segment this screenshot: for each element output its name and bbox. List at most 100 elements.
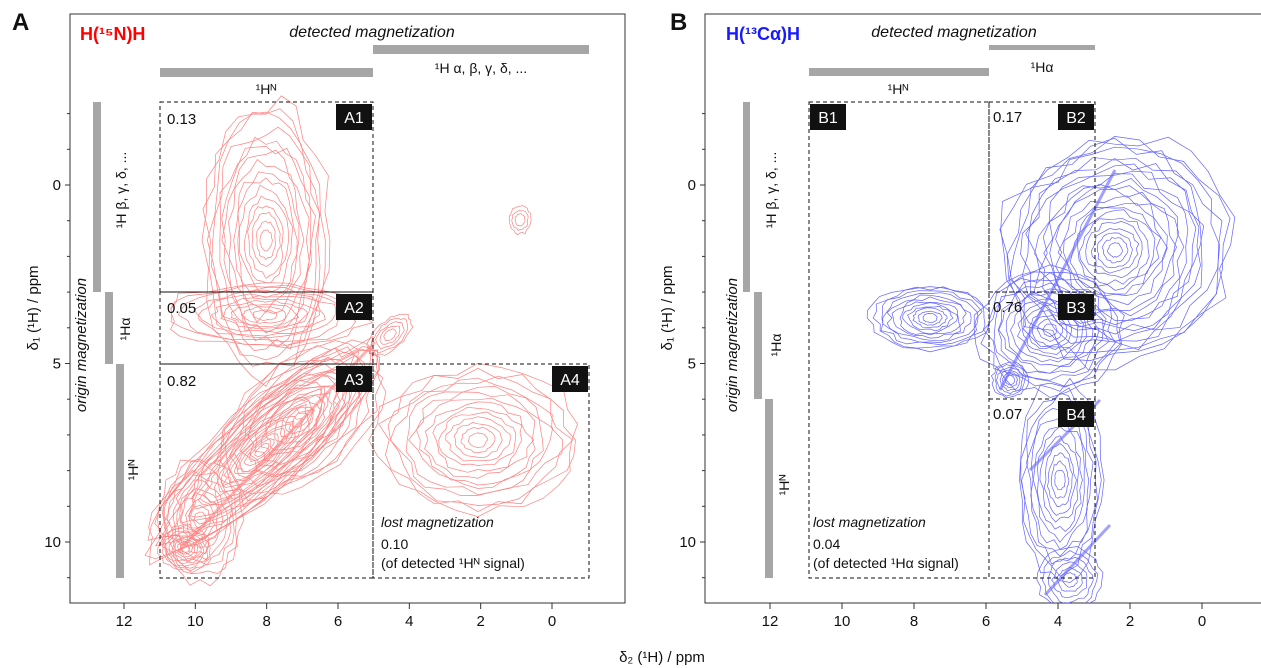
contour-line — [880, 290, 983, 346]
contour-line — [230, 303, 300, 327]
contour-line — [170, 284, 363, 346]
contour-line — [198, 293, 326, 337]
contour-line — [285, 406, 315, 435]
panel-b-box-b4 — [988, 398, 1096, 579]
contour-line — [180, 492, 218, 549]
contour-line — [247, 373, 352, 471]
contour-line — [259, 229, 273, 252]
x-tick-label: 2 — [1126, 613, 1134, 630]
contour-line — [233, 423, 292, 474]
panel-a-detect-band-hn — [160, 68, 373, 77]
panel-a-box-a4 — [372, 363, 590, 579]
contour-line — [229, 351, 371, 487]
panel-a-plot-frame — [69, 13, 626, 604]
contour-line — [291, 412, 309, 428]
x-tick-label: 0 — [548, 613, 556, 630]
panel-b-origin-band-ha-label: ¹Hα — [768, 334, 784, 357]
x-tick-label: 12 — [762, 613, 779, 630]
y-tick-label: 0 — [688, 177, 696, 194]
panel-a-lost-label: lost magnetization — [381, 514, 494, 530]
contour-line — [432, 406, 523, 473]
contour-line — [1076, 209, 1156, 291]
contour-line — [214, 339, 384, 501]
contour-line — [378, 367, 576, 512]
panel-a: A H(¹⁵N)H detected magnetization origin … — [12, 9, 626, 630]
contour-line — [508, 205, 532, 236]
panel-b-label-b2: B2 — [1066, 110, 1086, 127]
diagonal-ridge — [1043, 523, 1112, 597]
contour-line — [201, 95, 331, 387]
x-tick-label: 4 — [1054, 613, 1062, 630]
contour-line — [514, 213, 526, 227]
diagonal-ridge — [998, 169, 1117, 391]
panel-b-detect-band-hn-label: ¹Hᴺ — [888, 81, 909, 97]
contour-line — [274, 394, 326, 445]
contour-line — [1009, 146, 1221, 351]
contour-line — [1043, 443, 1077, 516]
y-tick-label: 5 — [53, 356, 61, 373]
contour-line — [251, 211, 281, 267]
panel-a-label-a4: A4 — [560, 372, 580, 389]
contour-line — [147, 348, 372, 547]
panel-a-lost-value: 0.10 — [381, 536, 408, 552]
panel-b-detect-band-ha-label: ¹Hα — [1031, 59, 1054, 75]
contour-line — [1020, 158, 1201, 343]
contour-line — [405, 386, 554, 496]
panel-b-detect-band-hn — [809, 68, 989, 76]
contour-line — [256, 220, 276, 261]
panel-b-origin-band-side-label: ¹H β, γ, δ, ... — [763, 152, 779, 229]
panel-b-x-ticks: 12 10 8 6 4 2 0 — [762, 603, 1206, 630]
panel-a-label-a1-bg — [336, 104, 372, 130]
panel-b-detected-title: detected magnetization — [871, 24, 1037, 41]
contour-line — [1063, 203, 1168, 297]
contour-line — [886, 294, 972, 342]
panel-b-origin-band-hn — [765, 399, 773, 578]
panel-b-value-b4: 0.07 — [993, 406, 1022, 423]
contour-line — [902, 302, 958, 335]
contour-line — [997, 282, 1104, 374]
contour-line — [220, 299, 308, 329]
contour-line — [1050, 460, 1070, 499]
contour-line — [368, 362, 578, 518]
panel-a-letter: A — [12, 9, 29, 36]
contour-line — [163, 469, 235, 574]
contour-line — [882, 292, 979, 343]
contour-line — [1022, 157, 1203, 342]
contour-line — [379, 325, 401, 345]
contour-line — [221, 146, 312, 333]
contour-line — [1037, 426, 1083, 532]
x-tick-label: 8 — [910, 613, 918, 630]
panel-a-contours — [144, 95, 578, 587]
contour-line — [260, 381, 341, 456]
contour-line — [213, 403, 315, 498]
contour-line — [999, 136, 1231, 361]
contour-line — [511, 210, 529, 231]
panel-a-box-a1 — [159, 101, 374, 293]
panel-a-title: H(¹⁵N)H — [80, 24, 145, 44]
contour-line — [1107, 242, 1123, 258]
contour-line — [416, 397, 536, 486]
contour-line — [993, 278, 1110, 381]
panel-a-origin-band-side — [93, 102, 101, 292]
panel-b-title: H(¹³Cα)H — [726, 24, 800, 44]
contour-line — [994, 364, 1027, 397]
contour-line — [1090, 227, 1140, 274]
contour-line — [1049, 183, 1179, 317]
contour-line — [228, 158, 305, 323]
contour-line — [176, 488, 224, 555]
contour-line — [1054, 469, 1066, 491]
contour-line — [445, 416, 511, 462]
panel-b-label-b3-bg — [1058, 294, 1094, 320]
contour-line — [973, 264, 1125, 398]
contour-line — [366, 313, 414, 356]
contour-line — [460, 427, 496, 454]
contour-line — [189, 504, 211, 536]
panel-a-origin-band-ha — [105, 292, 113, 364]
contour-line — [922, 312, 938, 324]
contour-line — [424, 401, 535, 479]
contour-line — [188, 386, 329, 518]
x-tick-label: 12 — [116, 613, 133, 630]
contour-line — [866, 286, 990, 353]
contour-line — [177, 287, 355, 342]
x-tick-label: 4 — [405, 613, 413, 630]
